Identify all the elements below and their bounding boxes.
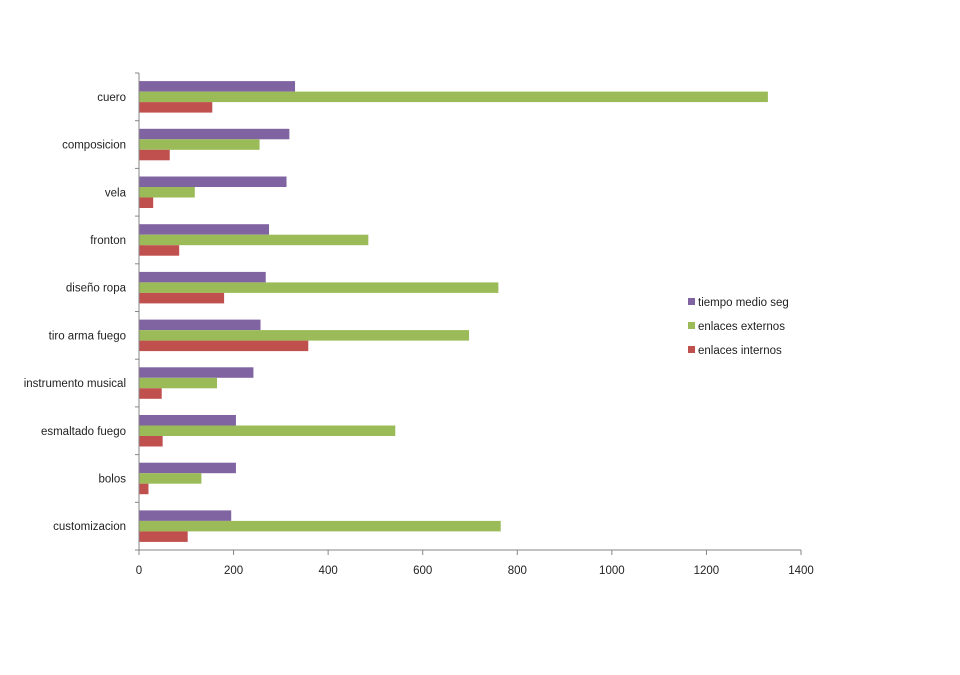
x-tick-label: 1000 [599, 565, 625, 577]
bar [139, 81, 296, 92]
x-tick-label: 400 [319, 565, 338, 577]
bar [139, 436, 163, 447]
bar [139, 139, 260, 150]
legend: tiempo medio seg enlaces externos enlaces … [688, 297, 789, 357]
bar [139, 473, 202, 484]
category-label: tiro arma fuego [49, 330, 126, 342]
bar [139, 510, 232, 521]
x-tick-label: 0 [136, 565, 142, 577]
bar [139, 197, 154, 208]
bar [139, 531, 188, 542]
bar [139, 224, 270, 235]
legend-swatch [688, 298, 695, 305]
bar [139, 128, 290, 140]
bar [139, 149, 170, 161]
bar [139, 292, 225, 304]
x-tick-label: 800 [508, 565, 527, 577]
bars-group [139, 81, 768, 542]
bar [139, 187, 195, 198]
legend-label: enlaces internos [698, 345, 782, 357]
bar [139, 176, 287, 187]
x-tick-label: 200 [224, 565, 243, 577]
category-label: diseño ropa [66, 283, 127, 295]
bar [139, 319, 261, 331]
legend-label: tiempo medio seg [698, 297, 789, 309]
bar [139, 245, 180, 256]
bar [139, 415, 236, 426]
bar [139, 234, 369, 246]
bar [139, 330, 470, 341]
category-label: cuero [97, 92, 126, 104]
bar [139, 102, 213, 113]
ticks-group: cuero composicion vela fronton diseño ropa ti… [24, 72, 814, 577]
legend-label: enlaces externos [698, 321, 785, 333]
bar [139, 377, 218, 389]
bar [139, 271, 266, 283]
bar [139, 483, 149, 495]
legend-swatch [688, 346, 695, 353]
bar [139, 340, 309, 352]
category-label: esmaltado fuego [41, 426, 126, 438]
category-label: composicion [62, 140, 126, 152]
category-label: instrumento musical [24, 378, 126, 390]
x-tick-label: 1400 [788, 565, 814, 577]
category-label: customizacion [53, 521, 126, 533]
x-tick-label: 600 [413, 565, 432, 577]
bar [139, 282, 499, 293]
bar [139, 91, 768, 103]
category-label: fronton [90, 235, 126, 247]
bar [139, 462, 236, 474]
x-tick-label: 1200 [694, 565, 720, 577]
category-label: bolos [99, 473, 127, 485]
legend-swatch [688, 322, 695, 329]
bar [139, 520, 501, 532]
bar [139, 388, 162, 399]
category-label: vela [105, 187, 127, 199]
bar [139, 367, 254, 378]
bar [139, 425, 396, 436]
